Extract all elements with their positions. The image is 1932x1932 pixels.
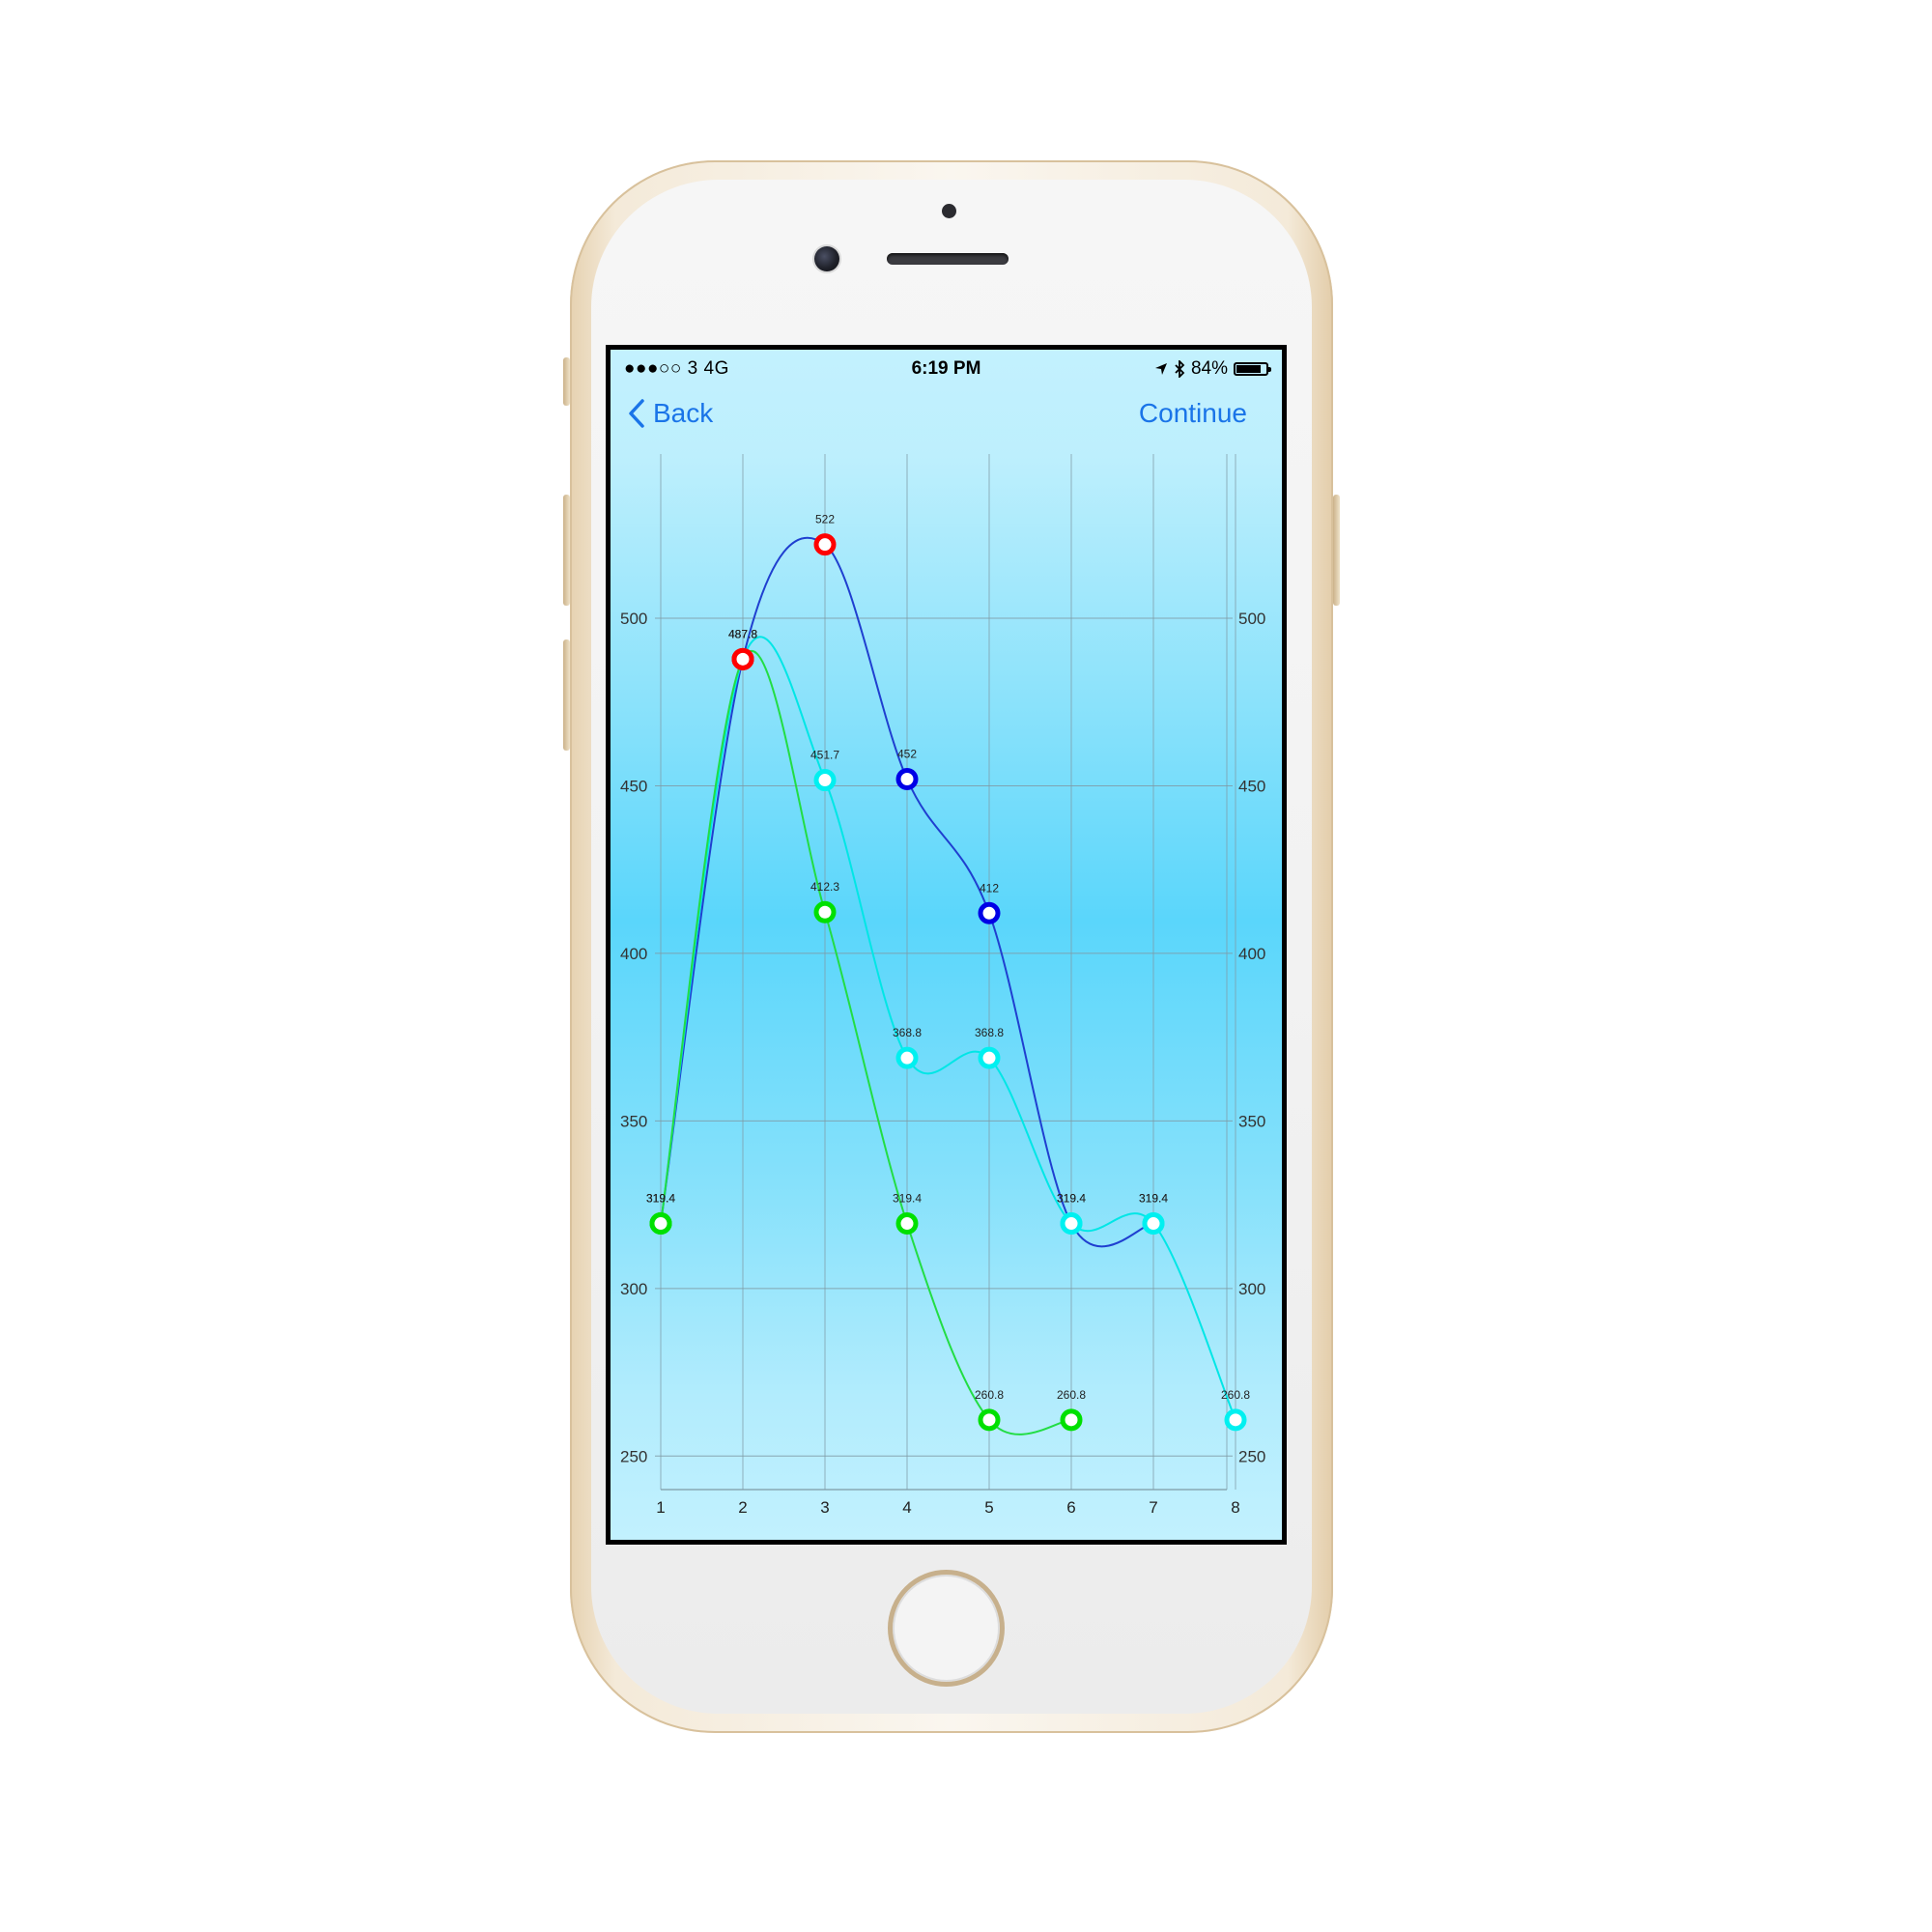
y-tick-label-right: 300: [1238, 1280, 1265, 1298]
status-bar: ●●●○○ 3 4G 6:19 PM 84%: [611, 350, 1282, 388]
data-point-label: 452: [897, 748, 917, 761]
data-point-label: 319.4: [646, 1192, 675, 1206]
data-point-marker: [895, 1046, 919, 1069]
data-point-marker: [649, 1212, 672, 1236]
location-arrow-icon: [1154, 363, 1167, 375]
home-button[interactable]: [888, 1570, 1005, 1687]
data-point-label: 412: [980, 881, 999, 895]
data-point-label: 412.3: [810, 880, 839, 894]
x-tick-label: 1: [656, 1498, 665, 1517]
back-label: Back: [653, 398, 714, 428]
y-tick-label-right: 250: [1238, 1447, 1265, 1465]
data-point-marker: [1060, 1408, 1083, 1432]
chart-series-lines: [660, 536, 1236, 1435]
data-point-label: 260.8: [1221, 1388, 1250, 1402]
data-point-label: 319.4: [1139, 1192, 1168, 1206]
y-tick-label-right: 350: [1238, 1112, 1265, 1130]
data-point-marker: [978, 1046, 1001, 1069]
y-tick-label-left: 400: [620, 945, 647, 963]
continue-button[interactable]: Continue: [1138, 398, 1247, 428]
y-tick-label-right: 400: [1238, 945, 1265, 963]
data-point-marker: [813, 900, 837, 923]
data-point-label: 522: [815, 513, 835, 526]
y-tick-label-right: 450: [1238, 777, 1265, 795]
x-tick-label: 4: [902, 1498, 911, 1517]
mute-switch: [563, 357, 570, 406]
data-point-marker: [895, 768, 919, 791]
front-camera-icon: [814, 246, 839, 271]
battery-tip: [1268, 367, 1271, 372]
data-point-marker: [978, 1408, 1001, 1432]
proximity-sensor: [942, 204, 956, 218]
data-point-label: 319.4: [1057, 1192, 1086, 1206]
back-button[interactable]: Back: [628, 388, 713, 439]
data-point-label: 319.4: [646, 1192, 675, 1206]
data-point-marker: [895, 1212, 919, 1236]
bluetooth-icon: [1175, 360, 1185, 378]
y-tick-label-left: 450: [620, 777, 647, 795]
data-point-label: 319.4: [646, 1192, 675, 1206]
x-tick-label: 8: [1231, 1498, 1239, 1517]
chevron-left-icon: [629, 399, 644, 428]
data-point-marker: [978, 901, 1001, 924]
x-tick-label: 5: [984, 1498, 993, 1517]
data-point-label: 487.8: [728, 627, 757, 640]
y-tick-label-left: 250: [620, 1447, 647, 1465]
data-point-label: 487.8: [728, 627, 757, 640]
data-point-marker: [1060, 1212, 1083, 1236]
series-line: [660, 536, 1154, 1248]
data-point-marker: [731, 647, 754, 670]
data-point-label: 319.4: [1057, 1192, 1086, 1206]
battery-fill: [1236, 365, 1262, 373]
volume-down-button: [563, 639, 570, 751]
chart-axis-labels: 250 250 300 300 350 350 400 400 450 450 500 500 1 2 3 4…: [620, 610, 1265, 1517]
volume-up-button: [563, 495, 570, 606]
data-point-label: 368.8: [975, 1026, 1004, 1039]
line-chart: 250 250 300 300 350 350 400 400 450 450 500 500 1 2 3 4…: [620, 454, 1265, 1517]
earpiece-speaker: [887, 253, 1009, 265]
x-tick-label: 7: [1149, 1498, 1157, 1517]
y-tick-label-left: 350: [620, 1112, 647, 1130]
x-tick-label: 3: [820, 1498, 829, 1517]
status-time: 6:19 PM: [911, 358, 981, 379]
carrier-signal: ●●●○○ 3 4G: [624, 358, 729, 379]
data-point-label: 260.8: [975, 1388, 1004, 1402]
battery-percent: 84%: [1190, 358, 1228, 379]
data-point-label: 487.8: [728, 627, 757, 640]
app-screen: ●●●○○ 3 4G 6:19 PM 84% Back Continue: [611, 350, 1282, 1540]
chart-markers: [649, 533, 1247, 1432]
x-tick-label: 6: [1066, 1498, 1075, 1517]
data-point-label: 368.8: [893, 1026, 922, 1039]
y-tick-label-left: 500: [620, 610, 647, 628]
chart-grid: [655, 454, 1236, 1491]
data-point-label: 260.8: [1057, 1388, 1086, 1402]
data-point-label: 451.7: [810, 749, 839, 762]
status-right: 84%: [1154, 358, 1271, 380]
y-tick-label-left: 300: [620, 1280, 647, 1298]
data-point-marker: [1142, 1212, 1165, 1236]
series-line: [660, 636, 1236, 1421]
navigation-bar: Back Continue: [611, 388, 1282, 439]
battery-icon: [1234, 362, 1271, 376]
data-point-marker: [813, 769, 837, 792]
data-point-label: 319.4: [1139, 1192, 1168, 1206]
data-point-marker: [813, 533, 837, 556]
x-tick-label: 2: [738, 1498, 747, 1517]
data-point-marker: [1224, 1408, 1247, 1432]
power-button: [1333, 495, 1340, 606]
y-tick-label-right: 500: [1238, 610, 1265, 628]
data-point-label: 319.4: [893, 1192, 922, 1206]
